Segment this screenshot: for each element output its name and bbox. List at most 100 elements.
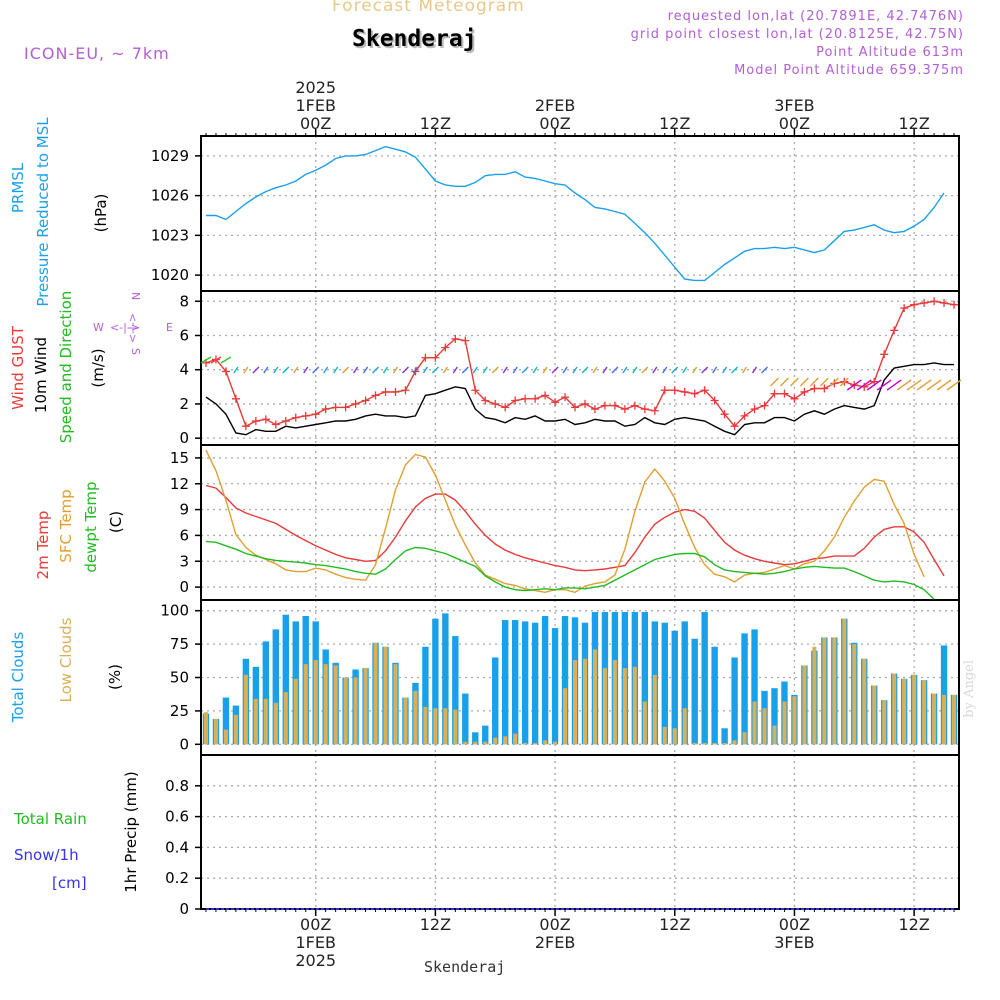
- wind-direction-arrow: [751, 366, 758, 374]
- gust-marker: [331, 403, 340, 412]
- compass-arrows: <-|->: [110, 321, 140, 334]
- wind-direction-arrow: [542, 366, 548, 374]
- wind-direction-arrow: [896, 379, 912, 391]
- gust-marker: [461, 336, 470, 345]
- low-cloud-bar: [612, 660, 617, 745]
- gust-marker: [531, 394, 540, 403]
- low-cloud-bar: [602, 668, 607, 745]
- gust-marker: [630, 401, 639, 410]
- gust-marker: [780, 389, 789, 398]
- wind-direction-arrow: [382, 366, 389, 374]
- wind-direction-arrow: [422, 366, 428, 374]
- y-tick-label: 4: [179, 361, 189, 379]
- wind-direction-arrow: [809, 377, 819, 387]
- low-cloud-bar: [393, 664, 398, 745]
- series-10m-wind-line: [205, 362, 954, 436]
- wind-direction-arrow: [431, 366, 439, 374]
- y-tick-label: 1026: [151, 187, 189, 205]
- y-tick-label: 50: [170, 669, 189, 687]
- y-tick-label: 0.2: [165, 869, 189, 887]
- gust-marker: [271, 420, 280, 429]
- low-cloud-bar: [473, 741, 478, 745]
- series-prmsl-line: [206, 145, 945, 282]
- gust-marker: [640, 405, 649, 414]
- gust-marker: [830, 379, 839, 388]
- total-cloud-bar: [492, 657, 499, 745]
- total-cloud-bar: [422, 646, 429, 745]
- low-cloud-bar: [582, 658, 587, 745]
- y-tick-label: 6: [179, 526, 189, 544]
- gust-marker: [600, 401, 609, 410]
- low-cloud-bar: [762, 708, 767, 745]
- low-cloud-bar: [313, 660, 318, 745]
- y-tick-label: 1023: [151, 226, 189, 244]
- total-cloud-bar: [641, 612, 649, 745]
- gust-marker: [680, 387, 689, 396]
- low-cloud-bar: [303, 664, 308, 745]
- compass-east-label: E: [166, 321, 173, 334]
- wind-direction-arrow: [521, 366, 529, 374]
- low-cloud-bar: [712, 742, 717, 745]
- wind-direction-arrow: [233, 366, 239, 374]
- wind-direction-arrow: [906, 379, 922, 391]
- wind-direction-arrow: [263, 366, 269, 374]
- low-cloud-bar: [323, 664, 328, 745]
- series-sfc-temp-line: [205, 449, 925, 594]
- wind-direction-arrow: [671, 366, 679, 374]
- total-cloud-bar: [282, 614, 289, 745]
- low-cloud-bar: [722, 742, 727, 745]
- gust-marker: [341, 403, 350, 412]
- time-axis-bottom-label: 1FEB: [295, 933, 335, 952]
- low-cloud-bar: [243, 674, 248, 745]
- wind-direction-arrow: [442, 366, 448, 374]
- gust-marker: [221, 367, 230, 376]
- time-axis-top-label: 2FEB: [535, 96, 575, 115]
- gust-marker: [281, 417, 290, 426]
- low-cloud-bar: [403, 697, 408, 745]
- low-cloud-bar: [672, 728, 677, 745]
- low-cloud-bar: [592, 649, 597, 745]
- wind-direction-label: Speed and Direction: [57, 291, 75, 444]
- pressure-axis-label: PRMSL: [9, 162, 27, 213]
- y-tick-label: 0: [179, 578, 189, 596]
- wind-direction-arrow: [592, 366, 598, 374]
- time-axis-bottom-label: 3FEB: [774, 933, 814, 952]
- time-axis-bottom-label: 12Z: [420, 915, 451, 934]
- wind-direction-arrow: [412, 366, 419, 374]
- y-tick-label: 100: [160, 602, 189, 620]
- requested-location: requested lon,lat (20.7891E, 42.7476N): [667, 9, 964, 24]
- low-cloud-bar: [273, 702, 278, 745]
- wind-direction-arrow: [572, 366, 578, 374]
- y-tick-label: 0: [179, 735, 189, 753]
- low-cloud-bar: [882, 700, 887, 745]
- wind-direction-arrow: [761, 366, 769, 374]
- gust-marker: [471, 386, 480, 395]
- wind-direction-arrow: [461, 366, 469, 374]
- y-tick-label: 25: [170, 702, 189, 720]
- total-cloud-bar: [771, 688, 778, 745]
- model-label: ICON-EU, ~ 7km: [24, 44, 170, 63]
- gust-marker: [541, 391, 550, 400]
- wind-direction-arrow: [769, 377, 779, 387]
- low-cloud-bar: [423, 706, 428, 745]
- panel-frame: [200, 754, 960, 910]
- wind-direction-arrow: [472, 366, 478, 374]
- gust-marker: [790, 394, 799, 403]
- time-axis-bottom-label: 00Z: [539, 915, 570, 934]
- time-axis-bottom-label: 12Z: [659, 915, 690, 934]
- low-cloud-bar: [932, 693, 937, 745]
- low-cloud-bar: [413, 690, 418, 745]
- total-clouds-label: Total Clouds: [9, 632, 27, 724]
- low-cloud-bar: [802, 665, 807, 745]
- gust-marker: [610, 401, 619, 410]
- y-tick-label: 15: [170, 449, 189, 467]
- pressure-unit-label: (hPa): [92, 194, 110, 233]
- gust-marker: [720, 410, 729, 419]
- low-cloud-bar: [543, 740, 548, 745]
- total-cloud-bar: [521, 621, 529, 745]
- gust-marker: [730, 422, 739, 431]
- wind-direction-arrow: [273, 366, 279, 374]
- temp-2m-label: 2m Temp: [34, 511, 52, 580]
- wind-direction-arrow: [611, 366, 619, 374]
- wind-direction-arrow: [789, 377, 799, 387]
